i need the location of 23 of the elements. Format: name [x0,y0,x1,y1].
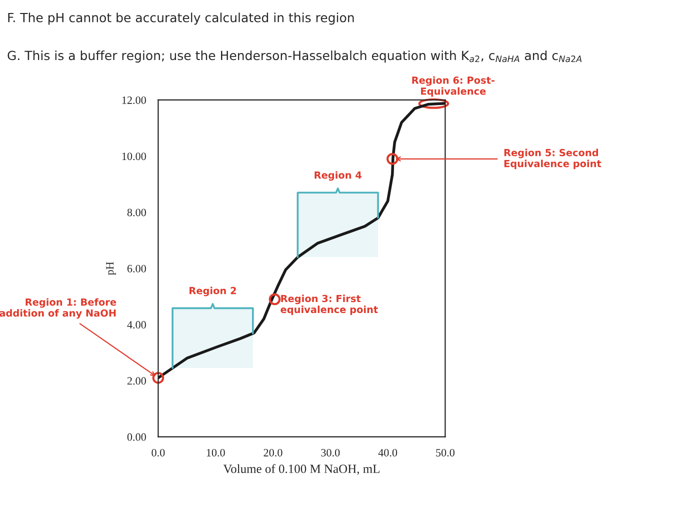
chart-subtitle: G. This is a buffer region; use the Henderson-Hasselbalch equation with K$_{a2}$, c$_{NaHA}$ and c$_{Na2A}$ [8,50,582,63]
x-tick-label: 20.0 [264,448,282,456]
y-tick-label: 0.00 [127,433,146,441]
y-tick-label: 6.00 [127,264,146,272]
x-tick-label: 50.0 [436,448,454,456]
annotation: Region 5: Second Equivalence point [504,148,602,170]
band-label: Region 2 [190,286,236,296]
y-tick-label: 12.00 [122,96,146,104]
x-tick-label: 0.0 [152,448,165,456]
chart-title: F. The pH cannot be accurately calculated in this region [8,12,354,25]
x-tick-label: 40.0 [378,448,398,456]
annotation: Region 1: Before addition of any NaOH [0,298,116,319]
x-axis-title: Volume of 0.100 M NaOH, mL [223,464,380,475]
x-tick-label: 30.0 [321,448,340,456]
y-axis-title: pH [106,262,116,276]
annotation: Region 3: First equivalence point [280,294,378,316]
annotation: Region 6: Post- Equivalence [412,76,494,97]
band-label: Region 4 [314,171,362,181]
y-tick-label: 2.00 [127,377,146,385]
x-tick-label: 10.0 [206,448,225,456]
y-tick-label: 10.00 [122,152,146,160]
y-tick-label: 4.00 [127,321,146,329]
y-tick-label: 8.00 [127,208,146,216]
